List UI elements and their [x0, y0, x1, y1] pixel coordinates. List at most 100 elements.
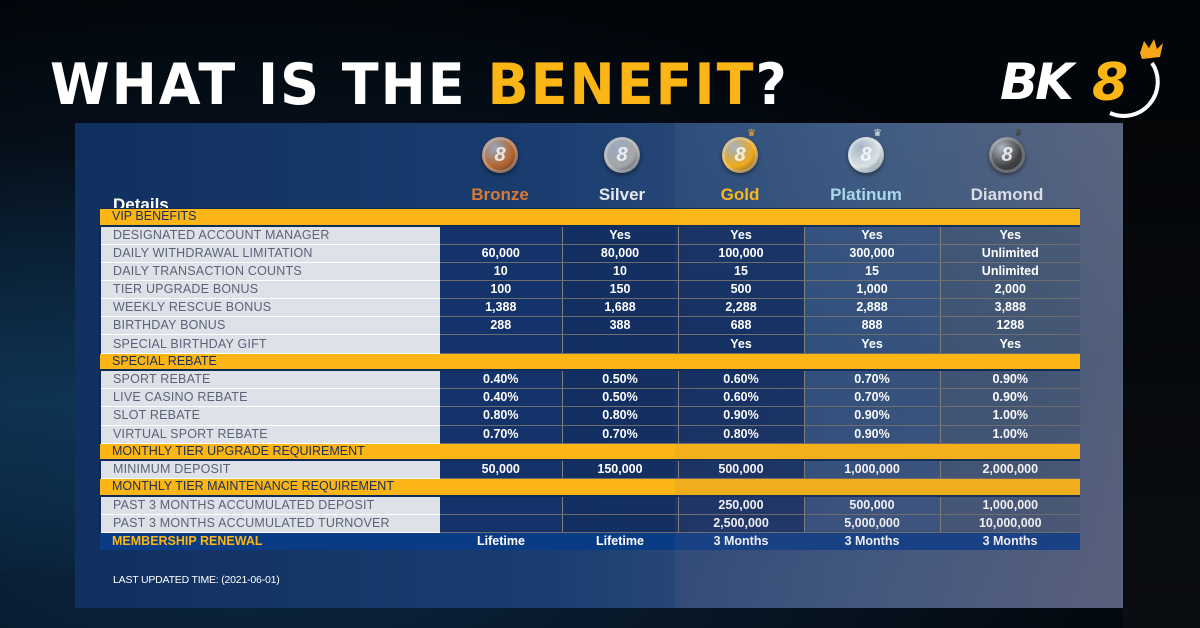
tier-name: Gold	[720, 185, 760, 204]
row-label: VIRTUAL SPORT REBATE	[99, 425, 440, 444]
section-header: MONTHLY TIER UPGRADE REQUIREMENT	[100, 442, 1081, 462]
row-label: MINIMUM DEPOSIT	[99, 460, 440, 480]
medal-icon: 8 ♛	[848, 129, 884, 173]
headline-prefix: WHAT IS THE	[50, 51, 488, 118]
cell-bronze: 1,388	[440, 298, 562, 318]
table-row: TIER UPGRADE BONUS 100 150 500 1,000 2,000	[99, 280, 1081, 300]
section-title: VIP BENEFITS	[100, 208, 1081, 227]
cell-silver: 0.80%	[561, 406, 678, 426]
tier-bronze: 8 Bronze	[450, 137, 550, 205]
table-row: VIRTUAL SPORT REBATE 0.70% 0.70% 0.80% 0.90%…	[99, 425, 1081, 444]
logo-number: 8	[1092, 53, 1129, 113]
cell-diamond: 10,000,000	[939, 514, 1081, 533]
cell-silver: 80,000	[561, 244, 678, 263]
cell-platinum: 1,000	[803, 280, 940, 300]
cell-diamond: Yes	[939, 334, 1081, 354]
table-row: DESIGNATED ACCOUNT MANAGER Yes Yes Yes Yes	[99, 225, 1081, 245]
medal-glyph: 8	[860, 143, 872, 166]
cell-platinum: 0.90%	[803, 425, 940, 444]
table-row: SPECIAL BIRTHDAY GIFT Yes Yes Yes	[99, 334, 1081, 354]
cell-platinum: 0.90%	[803, 406, 940, 426]
cell-gold: 15	[677, 262, 804, 281]
background-right-strip	[1123, 120, 1200, 628]
cell-gold: 100,000	[677, 244, 804, 263]
cell-diamond: 2,000,000	[939, 460, 1081, 480]
tier-name: Bronze	[471, 185, 529, 204]
renewal-silver: Lifetime	[562, 532, 678, 551]
cell-bronze: 0.80%	[440, 406, 562, 426]
cell-platinum: 0.70%	[803, 388, 940, 408]
cell-platinum: Yes	[803, 225, 940, 245]
medal-icon: 8	[604, 137, 640, 173]
medal-icon: 8	[482, 137, 518, 173]
benefits-table: VIP BENEFITS DESIGNATED ACCOUNT MANAGER Ye…	[99, 208, 1081, 551]
cell-silver: 10	[561, 262, 678, 281]
cell-diamond: 2,000	[939, 280, 1081, 300]
medal-glyph: 8	[734, 143, 746, 166]
cell-bronze: 10	[440, 262, 562, 281]
cell-diamond: 1,000,000	[939, 495, 1081, 515]
medal-glyph: 8	[494, 143, 506, 166]
tier-silver: 8 Silver	[572, 137, 672, 205]
cell-platinum: Yes	[803, 334, 940, 354]
cell-silver: 150,000	[561, 460, 678, 480]
row-label: TIER UPGRADE BONUS	[99, 280, 440, 300]
tier-name: Silver	[598, 185, 646, 204]
cell-diamond: Unlimited	[939, 262, 1081, 281]
cell-bronze: 0.40%	[440, 370, 562, 390]
tier-diamond: 8 ♛ Diamond	[957, 129, 1057, 205]
row-label: SPECIAL BIRTHDAY GIFT	[99, 334, 440, 354]
cell-bronze: 0.40%	[440, 388, 562, 408]
row-label: BIRTHDAY BONUS	[99, 316, 440, 336]
crown-icon: ♛	[873, 128, 882, 139]
cell-gold: 0.60%	[677, 370, 804, 390]
row-label: SLOT REBATE	[99, 406, 440, 426]
table-row: DAILY TRANSACTION COUNTS 10 10 15 15 Unlimite…	[99, 262, 1081, 281]
tiers-header: Details 8 Bronze 8 Silver 8 ♛ Gold 8 ♛ Platinum 8 ♛…	[99, 129, 1079, 215]
cell-silver: 388	[561, 316, 678, 336]
headline-accent: BENEFIT	[487, 51, 756, 118]
crown-icon: ♛	[1014, 128, 1023, 139]
cell-silver	[561, 334, 678, 354]
cell-platinum: 15	[803, 262, 940, 281]
cell-silver: 0.70%	[561, 425, 678, 444]
cell-silver: 0.50%	[561, 388, 678, 408]
last-updated-text: LAST UPDATED TIME: (2021-06-01)	[113, 574, 280, 586]
medal-icon: 8 ♛	[722, 129, 758, 173]
cell-gold: 0.60%	[677, 388, 804, 408]
logo-text: BK	[1000, 53, 1074, 111]
cell-silver	[561, 495, 678, 515]
cell-silver	[561, 514, 678, 533]
cell-bronze	[440, 334, 562, 354]
cell-bronze: 0.70%	[440, 425, 562, 444]
cell-platinum: 1,000,000	[803, 460, 940, 480]
cell-gold: 2,288	[677, 298, 804, 318]
row-label: DAILY TRANSACTION COUNTS	[99, 262, 440, 281]
medal-glyph: 8	[616, 143, 628, 166]
row-label: LIVE CASINO REBATE	[99, 388, 440, 408]
headline: WHAT IS THE BENEFIT?	[50, 51, 789, 118]
table-row: SLOT REBATE 0.80% 0.80% 0.90% 0.90% 1.00%	[99, 406, 1081, 426]
cell-bronze: 100	[440, 280, 562, 300]
cell-diamond: 0.90%	[939, 388, 1081, 408]
medal-icon: 8 ♛	[989, 129, 1025, 173]
table-row: PAST 3 MONTHS ACCUMULATED TURNOVER 2,500,…	[99, 514, 1081, 533]
benefits-panel: Details 8 Bronze 8 Silver 8 ♛ Gold 8 ♛ Platinum 8 ♛…	[75, 123, 1123, 608]
renewal-bronze: Lifetime	[440, 532, 562, 551]
section-title: SPECIAL REBATE	[100, 352, 1081, 372]
cell-bronze: 288	[440, 316, 562, 336]
cell-bronze	[440, 514, 562, 533]
cell-platinum: 2,888	[803, 298, 940, 318]
cell-silver: 0.50%	[561, 370, 678, 390]
section-title: MONTHLY TIER MAINTENANCE REQUIREMENT	[100, 478, 1081, 497]
cell-gold: 0.90%	[677, 406, 804, 426]
tier-name: Diamond	[970, 185, 1044, 204]
tier-name: Platinum	[830, 185, 902, 204]
cell-bronze: 50,000	[440, 460, 562, 480]
cell-bronze	[440, 225, 562, 245]
renewal-gold: 3 Months	[678, 532, 804, 551]
cell-platinum: 300,000	[803, 244, 940, 263]
membership-renewal-row: MEMBERSHIP RENEWAL Lifetime Lifetime 3 Mont…	[100, 532, 1081, 551]
row-label: PAST 3 MONTHS ACCUMULATED TURNOVER	[99, 514, 440, 533]
row-label: PAST 3 MONTHS ACCUMULATED DEPOSIT	[99, 495, 440, 515]
